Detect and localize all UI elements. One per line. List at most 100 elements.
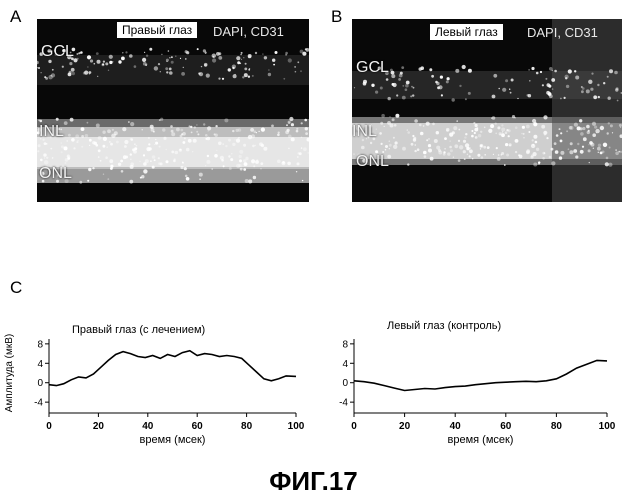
cell-speck bbox=[540, 71, 542, 73]
cell-speck bbox=[248, 54, 252, 58]
cell-speck bbox=[261, 128, 265, 132]
cell-speck bbox=[214, 154, 218, 158]
cell-speck bbox=[184, 137, 186, 139]
cell-speck bbox=[533, 135, 537, 139]
cell-speck bbox=[136, 145, 138, 147]
cell-speck bbox=[199, 178, 201, 180]
panel-a-letter: A bbox=[10, 7, 21, 27]
erg-right-x-tick-label: 60 bbox=[192, 421, 204, 432]
cell-speck bbox=[560, 140, 563, 143]
cell-speck bbox=[263, 147, 267, 151]
cell-speck bbox=[614, 71, 618, 75]
cell-speck bbox=[105, 156, 108, 159]
cell-speck bbox=[94, 142, 97, 145]
cell-speck bbox=[405, 84, 409, 88]
cell-speck bbox=[419, 67, 422, 70]
cell-speck bbox=[130, 165, 134, 169]
cell-speck bbox=[224, 118, 228, 122]
cell-speck bbox=[112, 61, 113, 62]
cell-speck bbox=[71, 68, 75, 72]
cell-speck bbox=[80, 51, 83, 54]
cell-speck bbox=[465, 133, 467, 135]
cell-speck bbox=[186, 148, 190, 152]
cell-speck bbox=[251, 159, 255, 163]
left-eye-label: Левый глаз bbox=[430, 24, 503, 40]
cell-speck bbox=[474, 132, 476, 134]
cell-speck bbox=[502, 131, 503, 132]
cell-speck bbox=[454, 144, 458, 148]
cell-speck bbox=[286, 124, 288, 126]
cell-speck bbox=[79, 181, 82, 184]
micrograph-left-eye-texture bbox=[352, 19, 622, 202]
cell-speck bbox=[417, 148, 420, 151]
cell-speck bbox=[244, 73, 248, 77]
cell-speck bbox=[551, 78, 555, 82]
micrograph-right-eye-texture bbox=[37, 19, 309, 202]
cell-speck bbox=[619, 124, 622, 127]
cell-speck bbox=[620, 127, 621, 128]
cell-speck bbox=[244, 162, 248, 166]
cell-speck bbox=[158, 63, 160, 65]
cell-speck bbox=[621, 92, 622, 93]
cell-speck bbox=[206, 74, 210, 78]
cell-speck bbox=[44, 160, 48, 164]
cell-speck bbox=[612, 132, 613, 133]
cell-speck bbox=[243, 144, 246, 147]
cell-speck bbox=[484, 127, 486, 129]
cell-speck bbox=[593, 148, 594, 149]
cell-speck bbox=[464, 158, 466, 160]
cell-speck bbox=[116, 141, 119, 144]
cell-speck bbox=[552, 88, 554, 90]
cell-speck bbox=[196, 124, 197, 125]
cell-speck bbox=[477, 154, 480, 157]
cell-speck bbox=[46, 157, 48, 159]
cell-speck bbox=[248, 135, 252, 139]
cell-speck bbox=[506, 154, 509, 157]
cell-speck bbox=[446, 128, 450, 132]
cell-speck bbox=[406, 81, 410, 85]
cell-speck bbox=[608, 97, 611, 100]
cell-speck bbox=[411, 143, 414, 146]
cell-speck bbox=[238, 164, 241, 167]
cell-speck bbox=[620, 151, 622, 153]
cell-speck bbox=[452, 98, 455, 101]
cell-speck bbox=[394, 124, 397, 127]
cell-speck bbox=[158, 162, 161, 165]
cell-speck bbox=[568, 148, 570, 150]
cell-speck bbox=[192, 151, 193, 152]
cell-speck bbox=[45, 77, 48, 80]
cell-speck bbox=[300, 70, 302, 72]
cell-speck bbox=[402, 147, 406, 151]
cell-speck bbox=[582, 127, 585, 130]
cell-speck bbox=[487, 146, 490, 149]
cell-speck bbox=[481, 156, 484, 159]
cell-speck bbox=[141, 175, 144, 178]
cell-speck bbox=[577, 143, 579, 145]
cell-speck bbox=[52, 157, 54, 159]
cell-speck bbox=[248, 69, 250, 71]
cell-speck bbox=[546, 137, 548, 139]
erg-left-x-tick-label: 60 bbox=[500, 421, 512, 432]
cell-speck bbox=[103, 137, 107, 141]
cell-speck bbox=[37, 150, 39, 152]
left-eye-layer-onl: ONL bbox=[356, 153, 389, 171]
erg-right-y-tick-label: 4 bbox=[37, 359, 43, 370]
cell-speck bbox=[98, 136, 102, 140]
cell-speck bbox=[76, 53, 78, 55]
cell-speck bbox=[459, 145, 463, 149]
cell-speck bbox=[568, 69, 572, 73]
cell-speck bbox=[260, 168, 261, 169]
cell-speck bbox=[171, 56, 173, 58]
cell-speck bbox=[508, 135, 510, 137]
cell-speck bbox=[294, 66, 296, 68]
cell-speck bbox=[183, 67, 184, 68]
cell-speck bbox=[541, 125, 545, 129]
cell-speck bbox=[414, 119, 418, 123]
cell-speck bbox=[198, 72, 200, 74]
cell-speck bbox=[517, 98, 518, 99]
cell-speck bbox=[228, 155, 230, 157]
cell-speck bbox=[245, 179, 249, 183]
cell-speck bbox=[531, 155, 534, 158]
cell-speck bbox=[262, 53, 263, 54]
cell-speck bbox=[413, 137, 416, 140]
